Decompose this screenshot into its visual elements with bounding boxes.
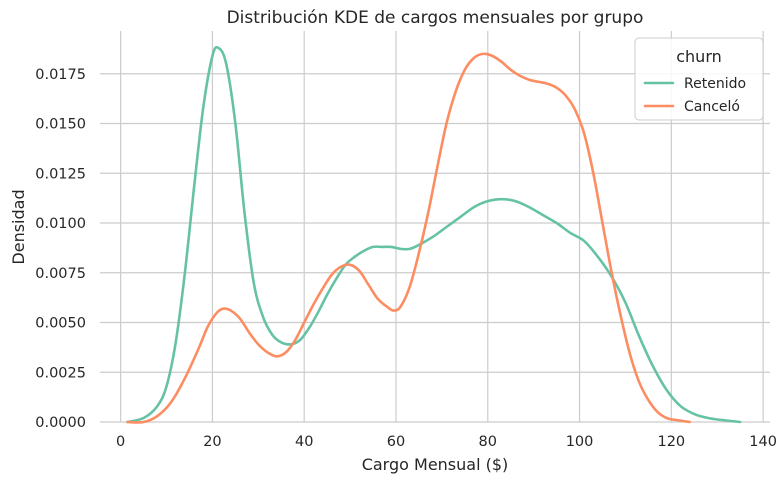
y-axis-label: Densidad xyxy=(9,189,28,264)
x-tick-label: 100 xyxy=(566,434,594,450)
x-tick-label: 120 xyxy=(657,434,685,450)
legend-label-cancelo: Canceló xyxy=(684,99,740,115)
tick-labels: 0 20 40 60 80 100 120 140 0.0000 0.0025 0.0050 0.00… xyxy=(35,67,777,450)
x-axis-label: Cargo Mensual ($) xyxy=(362,455,509,474)
y-tick-label: 0.0125 xyxy=(35,166,86,182)
y-tick-label: 0.0100 xyxy=(35,216,86,232)
y-tick-label: 0.0150 xyxy=(35,117,86,133)
x-tick-label: 80 xyxy=(479,434,497,450)
legend: churn Retenido Canceló xyxy=(634,37,764,121)
chart-title: Distribución KDE de cargos mensuales por… xyxy=(227,8,644,28)
x-tick-label: 140 xyxy=(749,434,777,450)
y-tick-label: 0.0075 xyxy=(35,266,86,282)
series-line-cancelo xyxy=(126,52,691,424)
legend-box xyxy=(634,37,764,121)
y-tick-label: 0.0050 xyxy=(35,316,86,332)
y-tick-label: 0.0175 xyxy=(35,67,86,83)
y-tick-label: 0.0000 xyxy=(35,415,86,431)
series-lines xyxy=(126,45,742,424)
x-tick-label: 0 xyxy=(116,434,125,450)
x-tick-label: 20 xyxy=(203,434,221,450)
x-tick-label: 40 xyxy=(295,434,313,450)
legend-label-retenido: Retenido xyxy=(684,76,746,92)
x-tick-label: 60 xyxy=(387,434,405,450)
y-tick-label: 0.0025 xyxy=(35,365,86,381)
legend-title: churn xyxy=(676,47,722,66)
